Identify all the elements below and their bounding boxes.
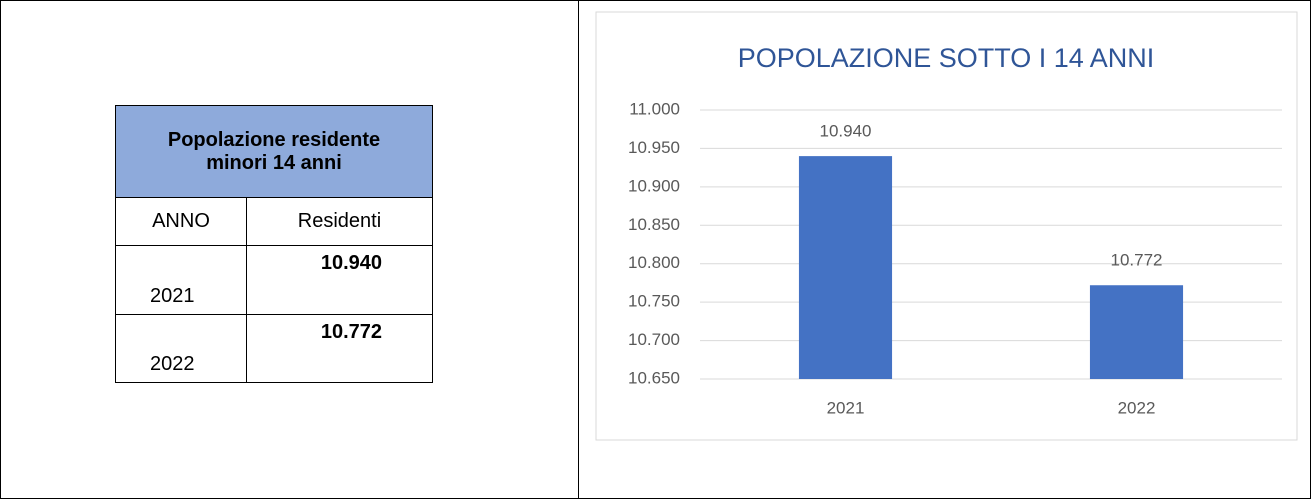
- y-tick-label: 10.750: [628, 292, 680, 311]
- x-tick-label: 2021: [827, 398, 865, 417]
- y-tick-label: 11.000: [629, 99, 680, 118]
- table-title: Popolazione residente minori 14 anni: [115, 105, 433, 198]
- y-tick-label: 10.700: [628, 330, 680, 349]
- column-divider: [578, 0, 579, 499]
- y-tick-label: 10.650: [628, 368, 680, 387]
- data-label: 10.940: [820, 122, 872, 141]
- y-tick-label: 10.850: [628, 215, 680, 234]
- chart-title: POPOLAZIONE SOTTO I 14 ANNI: [738, 43, 1155, 73]
- chart-frame: [595, 11, 1298, 441]
- data-label: 10.772: [1111, 251, 1163, 270]
- bar: [798, 156, 893, 379]
- y-tick-label: 10.900: [628, 176, 680, 195]
- y-tick-label: 10.950: [628, 138, 680, 157]
- x-tick-label: 2022: [1118, 398, 1156, 417]
- bar: [1089, 285, 1184, 379]
- y-tick-label: 10.800: [628, 253, 680, 272]
- value-cell: 10.772: [246, 314, 433, 383]
